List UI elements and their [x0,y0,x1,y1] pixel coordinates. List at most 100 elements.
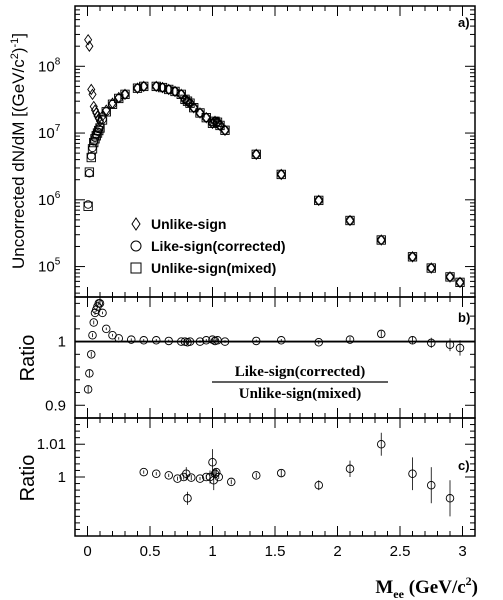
x-label-sub: ee [393,587,404,600]
data-point-circle [314,196,324,205]
panel-c-x-ticks [87,418,463,536]
data-point-circle [377,439,386,449]
y-tick-label: 105 [38,257,61,276]
data-point-diamond [120,88,130,101]
legend-item-unlike-sign: Unlike-sign [131,216,226,232]
data-point-circle [189,103,198,112]
data-point-circle [89,318,98,327]
data-point-circle [277,468,286,478]
ratio-numerator: Like-sign(corrected) [235,364,366,380]
y-label-units-tail: ) [9,47,28,53]
x-tick-label: 0 [83,543,91,560]
y-tick-label: 1.01 [37,436,66,453]
legend-label-like-sign-corrected: Like-sign(corrected) [151,238,286,254]
x-label-sup: 2 [466,574,472,588]
panel-a-y-ticks: 105 106 107 108 [38,5,475,294]
ratio-denominator: Unlike-sign(mixed) [239,386,362,402]
data-point-circle [126,335,136,344]
data-point-circle [139,467,148,477]
data-point-circle [211,467,221,477]
data-point-diamond [183,95,192,107]
data-point-diamond [139,80,148,93]
panel-a-label: a) [458,15,470,30]
y-tick-label: 1 [58,469,66,486]
data-point-diamond [445,271,455,283]
data-point-circle [277,170,286,179]
data-point-circle [201,113,211,122]
x-tick-label: 2 [333,543,341,560]
data-point-circle [408,252,417,262]
data-point-diamond [408,251,417,263]
legend-marker-square-icon [130,262,142,274]
panel-a-legend: Unlike-sign Like-sign(corrected) Unlike-… [130,216,286,276]
data-point-circle [445,494,455,503]
data-point-diamond [345,214,355,227]
data-point-circle [151,336,161,345]
panel-c: 1 1.01 c) Ratio [17,417,476,537]
y-tick-label: 107 [38,123,61,142]
data-point-diamond [95,115,105,128]
data-point-circle [83,200,93,209]
x-tick-label: 1 [208,543,216,560]
data-point-diamond [195,107,205,119]
x-axis-tick-labels: 0 0.5 1 1.5 2 2.5 3 [83,543,466,560]
data-point-circle [377,329,386,339]
y-tick-label: 0.9 [45,397,66,414]
data-point-diamond [189,101,198,114]
data-point-circle [88,330,97,340]
data-point-diamond [152,80,161,93]
data-point-circle [195,337,205,346]
panel-c-y-axis-label: Ratio [17,455,39,502]
data-point-square [92,128,103,138]
data-point-diamond [314,194,323,207]
data-point-circle [195,474,205,483]
data-point-circle [214,472,223,482]
data-point-circle [455,278,465,287]
data-point-circle [277,336,286,345]
data-point-circle [251,336,261,346]
x-tick-label: 2.5 [390,543,411,560]
x-tick-label: 0.5 [140,543,161,560]
data-point-circle [139,82,148,91]
data-point-circle [251,150,261,159]
data-point-circle [164,471,173,480]
data-point-diamond [94,112,103,125]
data-point-circle [345,335,355,344]
data-point-diamond [102,104,111,116]
data-point-circle [427,338,436,348]
x-axis-label: Mee (GeV/c2) [375,574,478,600]
x-tick-label: 3 [458,543,466,560]
x-label-close: ) [472,577,478,598]
data-point-diamond [220,124,230,137]
data-point-diamond [455,276,465,289]
data-point-diamond [98,110,107,122]
panel-b-label: b) [458,310,470,325]
data-point-circle [85,369,94,378]
data-point-square [84,167,95,177]
data-point-circle [139,336,148,345]
y-tick-label: 108 [38,56,61,75]
data-point-circle [83,385,93,394]
data-point-circle [377,235,386,245]
panel-c-label: c) [458,458,470,473]
data-point-diamond [108,97,117,109]
data-point-diamond [377,234,386,246]
data-point-square [83,201,93,211]
data-point-diamond [427,262,436,274]
y-tick-label: 1 [58,334,66,351]
y-label-sup-2: 2 [9,53,21,59]
y-label-sup-neg1: -1 [9,38,21,48]
data-point-circle [185,337,195,346]
data-point-circle [88,143,97,153]
panel-a: 105 106 107 108 a) Unlike-sign Like-sign(co… [9,5,476,298]
data-point-square [94,125,104,136]
data-point-circle [101,324,111,334]
data-point-circle [220,337,230,346]
data-point-circle [114,334,123,343]
data-point-circle [151,469,161,478]
x-label-units: (GeV/c [404,577,466,598]
data-point-diamond [277,168,286,181]
panel-a-x-ticks [87,6,463,297]
data-point-diamond [164,83,173,96]
